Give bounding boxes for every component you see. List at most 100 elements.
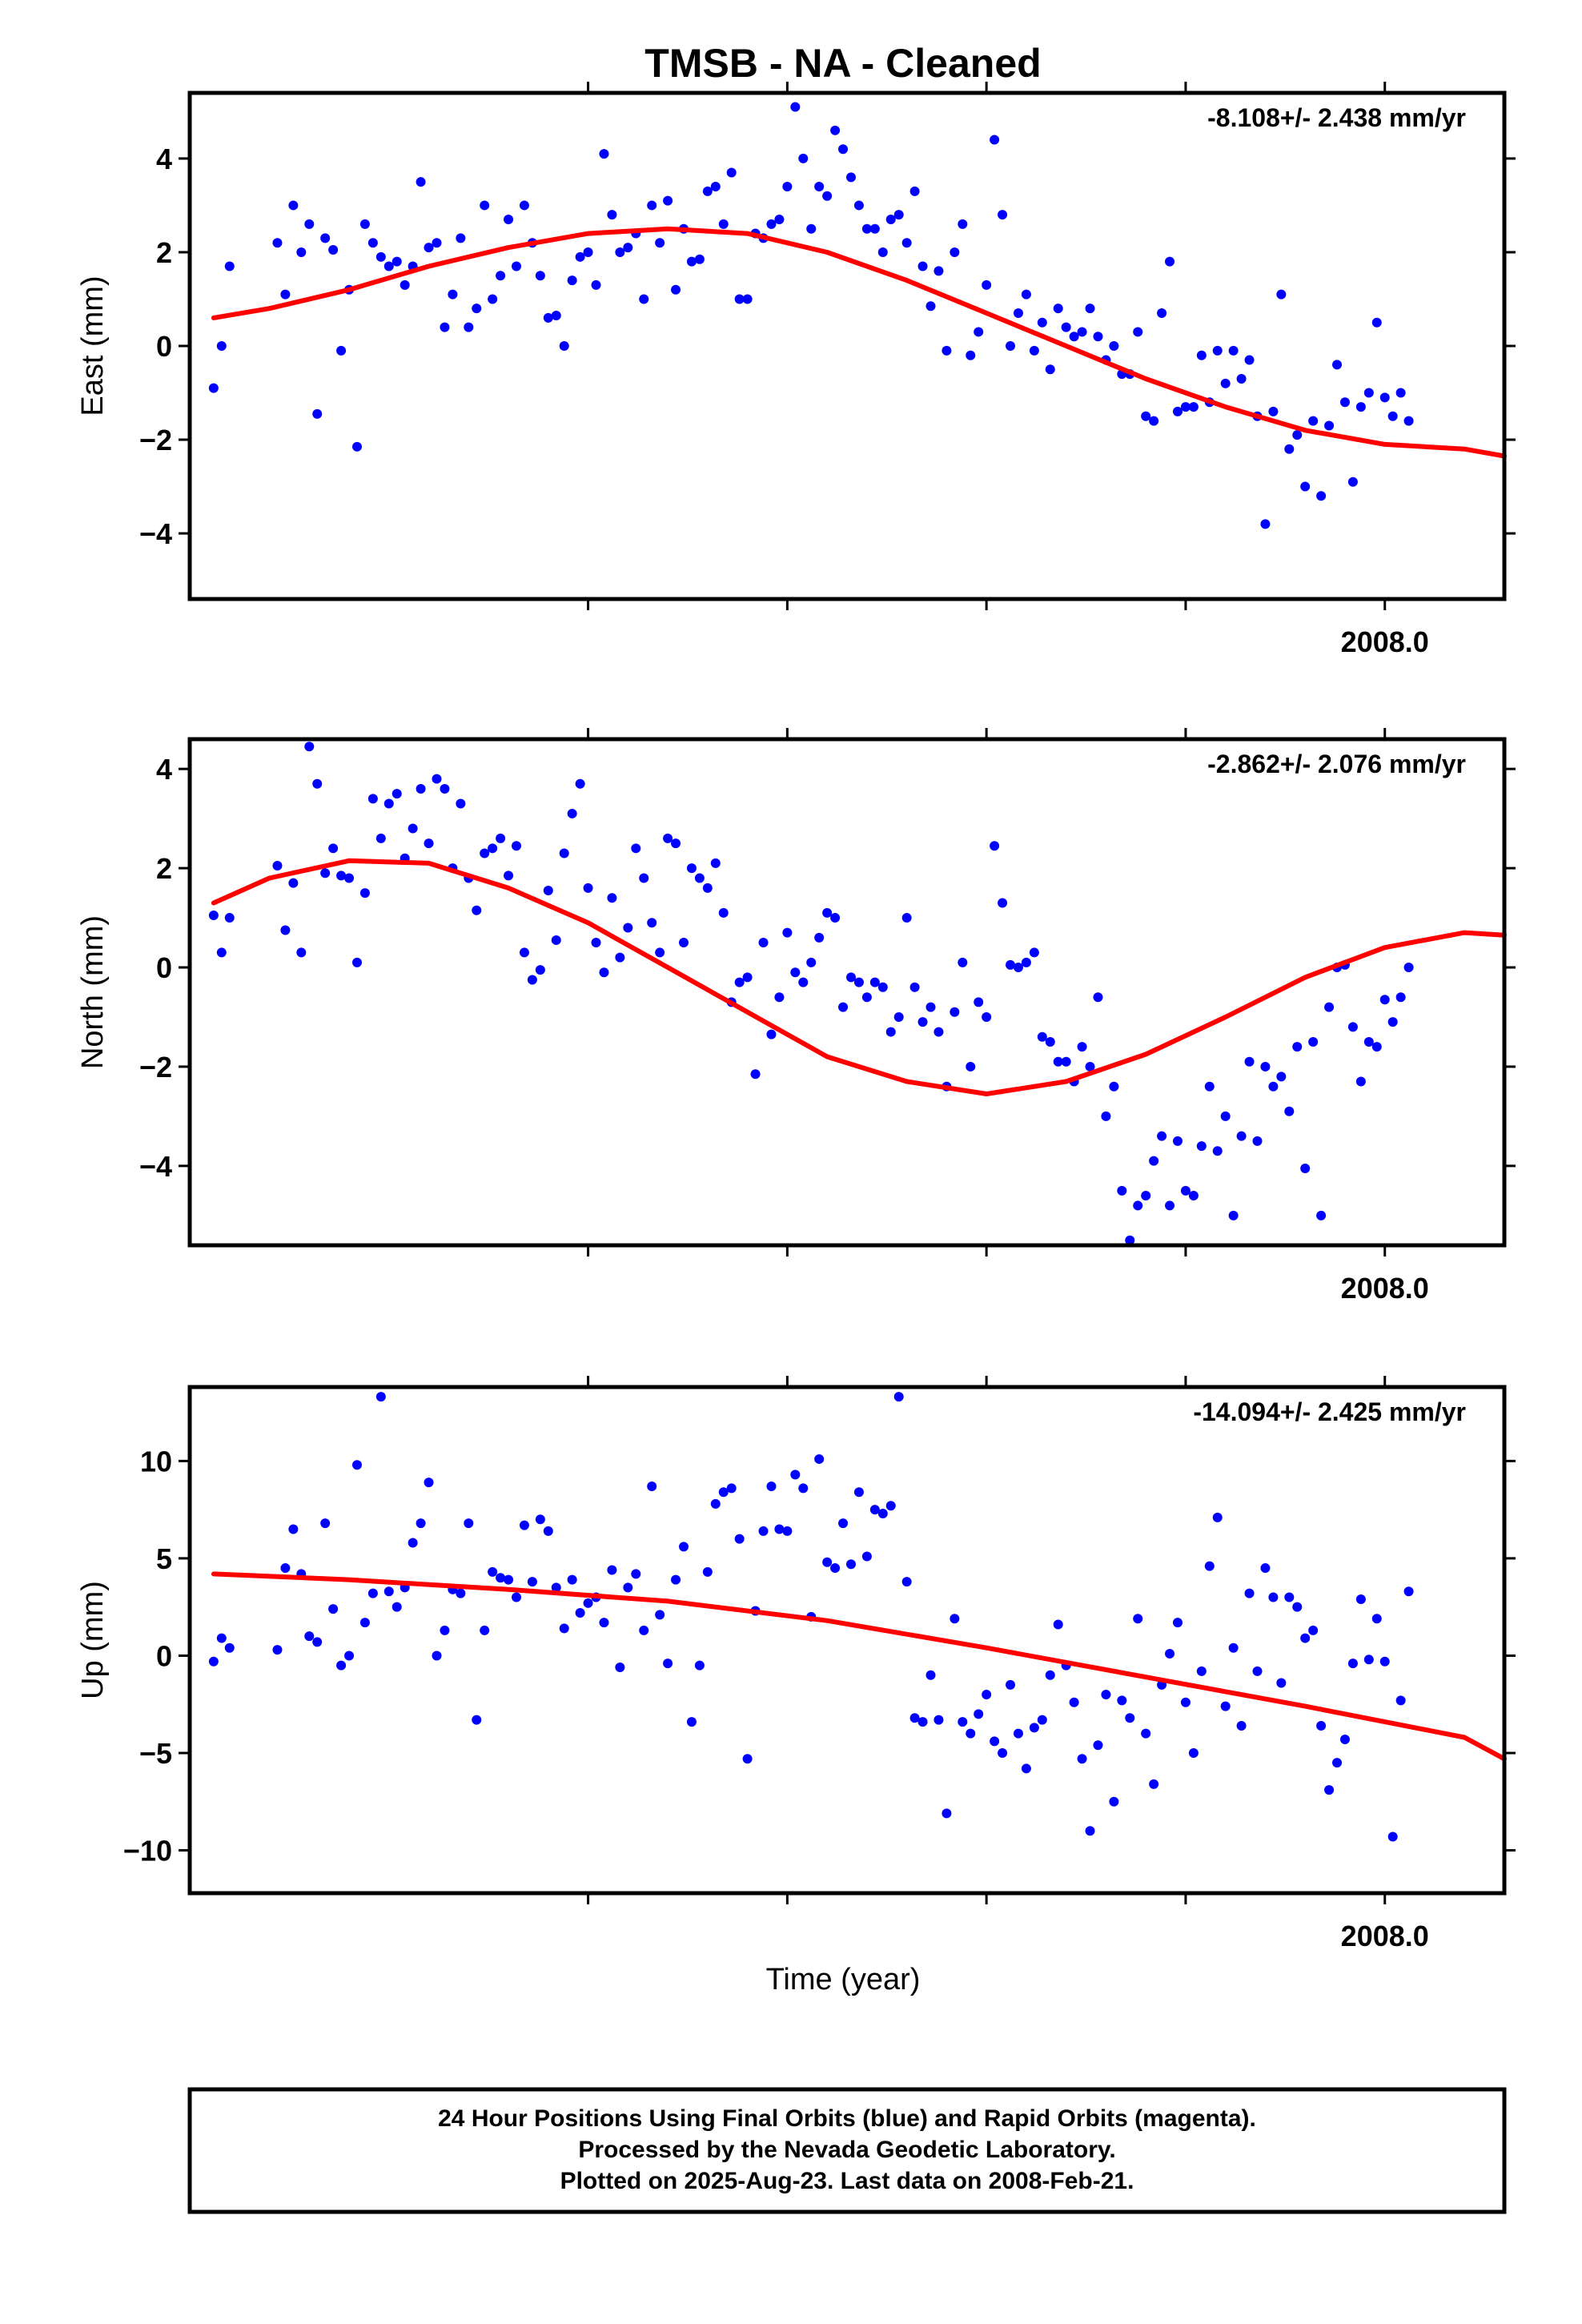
north-data-point bbox=[917, 1017, 928, 1027]
north-data-point bbox=[1085, 1061, 1095, 1072]
north-data-point bbox=[1252, 1136, 1263, 1146]
up-data-point bbox=[1037, 1715, 1047, 1725]
up-data-point bbox=[1117, 1695, 1127, 1706]
north-data-point bbox=[208, 910, 219, 920]
east-data-point bbox=[655, 238, 665, 248]
up-data-point bbox=[845, 1559, 856, 1570]
east-data-point bbox=[1149, 416, 1159, 426]
east-data-point bbox=[512, 261, 522, 271]
north-data-point bbox=[607, 893, 617, 903]
north-data-point bbox=[1355, 1076, 1366, 1087]
north-y-tick-label: −2 bbox=[139, 1051, 172, 1084]
footer-line-2: Processed by the Nevada Geodetic Laborat… bbox=[578, 2137, 1115, 2163]
east-data-point bbox=[400, 279, 410, 290]
north-data-point bbox=[742, 972, 753, 983]
east-data-point bbox=[1268, 406, 1279, 416]
up-data-point bbox=[958, 1717, 968, 1727]
north-data-point bbox=[877, 982, 888, 992]
north-data-point bbox=[583, 883, 593, 893]
north-data-point bbox=[982, 1011, 992, 1022]
up-data-point bbox=[893, 1392, 904, 1402]
north-data-point bbox=[814, 932, 825, 943]
up-data-point bbox=[639, 1625, 649, 1635]
east-data-point bbox=[1228, 345, 1239, 356]
east-data-point bbox=[1324, 420, 1335, 431]
north-data-point bbox=[1196, 1141, 1207, 1152]
up-data-point bbox=[208, 1656, 219, 1667]
up-data-point bbox=[678, 1542, 689, 1552]
north-data-point bbox=[320, 868, 331, 879]
up-data-point bbox=[917, 1717, 928, 1727]
east-data-point bbox=[998, 210, 1008, 220]
up-data-point bbox=[216, 1633, 227, 1643]
up-data-point bbox=[496, 1573, 506, 1583]
east-data-point bbox=[1339, 397, 1350, 408]
up-data-point bbox=[1316, 1720, 1327, 1731]
east-data-point bbox=[1188, 402, 1199, 412]
up-data-point bbox=[1252, 1666, 1263, 1676]
east-model-fit-line bbox=[211, 226, 1507, 459]
north-y-tick-label: 2 bbox=[156, 852, 172, 885]
east-data-point bbox=[869, 223, 880, 234]
up-data-point bbox=[694, 1660, 705, 1671]
north-data-point bbox=[432, 774, 442, 784]
north-data-point bbox=[575, 778, 585, 789]
north-data-point bbox=[926, 1002, 936, 1012]
east-data-point bbox=[591, 279, 601, 290]
up-data-point bbox=[1085, 1826, 1095, 1836]
up-data-point bbox=[607, 1565, 617, 1575]
east-data-point bbox=[1292, 430, 1303, 440]
east-data-point bbox=[1395, 388, 1406, 398]
north-data-point bbox=[822, 907, 833, 918]
up-data-point bbox=[575, 1607, 585, 1618]
east-data-point bbox=[1212, 345, 1223, 356]
north-y-tick-label: 0 bbox=[156, 951, 172, 984]
east-data-point bbox=[1308, 416, 1319, 426]
north-data-point bbox=[288, 878, 299, 888]
east-data-point bbox=[535, 271, 545, 281]
north-data-point bbox=[1387, 1017, 1398, 1027]
north-data-point bbox=[885, 1027, 896, 1037]
up-data-point bbox=[686, 1717, 697, 1727]
east-data-point bbox=[1085, 304, 1095, 314]
up-data-point bbox=[367, 1588, 378, 1598]
east-data-point bbox=[1013, 308, 1023, 319]
up-data-point bbox=[599, 1618, 609, 1628]
north-data-point bbox=[710, 858, 721, 868]
north-data-point bbox=[861, 992, 872, 1003]
east-data-point bbox=[1045, 364, 1055, 375]
north-data-point bbox=[1371, 1042, 1382, 1052]
north-data-point bbox=[456, 798, 466, 809]
east-data-point bbox=[1069, 332, 1079, 342]
up-data-point bbox=[456, 1588, 466, 1598]
north-data-point bbox=[1045, 1036, 1055, 1047]
east-data-point bbox=[958, 219, 968, 229]
up-data-point bbox=[1276, 1678, 1287, 1688]
north-data-point bbox=[1347, 1022, 1358, 1032]
up-y-tick-label: 5 bbox=[156, 1542, 172, 1575]
north-data-point bbox=[383, 798, 394, 809]
up-data-point bbox=[869, 1505, 880, 1515]
east-data-point bbox=[974, 327, 984, 337]
up-model-fit-line bbox=[211, 1571, 1507, 1762]
east-data-point bbox=[607, 210, 617, 220]
east-data-point bbox=[1300, 481, 1311, 492]
north-data-point bbox=[1228, 1210, 1239, 1220]
north-data-point bbox=[798, 977, 809, 987]
north-data-point bbox=[543, 885, 553, 895]
east-data-point bbox=[328, 245, 339, 255]
east-data-point bbox=[1093, 332, 1103, 342]
north-data-point bbox=[1379, 995, 1390, 1005]
up-data-point bbox=[1165, 1649, 1175, 1659]
up-data-point bbox=[1292, 1602, 1303, 1612]
east-data-point bbox=[1220, 378, 1231, 388]
east-data-point bbox=[575, 251, 585, 262]
east-data-point bbox=[472, 304, 482, 314]
east-data-point bbox=[647, 200, 657, 211]
up-data-point bbox=[822, 1557, 833, 1567]
up-rate-annotation: -14.094+/- 2.425 mm/yr bbox=[1193, 1397, 1466, 1426]
east-y-tick-label: 4 bbox=[156, 143, 172, 175]
east-data-point bbox=[216, 341, 227, 351]
east-data-point bbox=[1196, 350, 1207, 360]
north-data-point bbox=[958, 957, 968, 967]
